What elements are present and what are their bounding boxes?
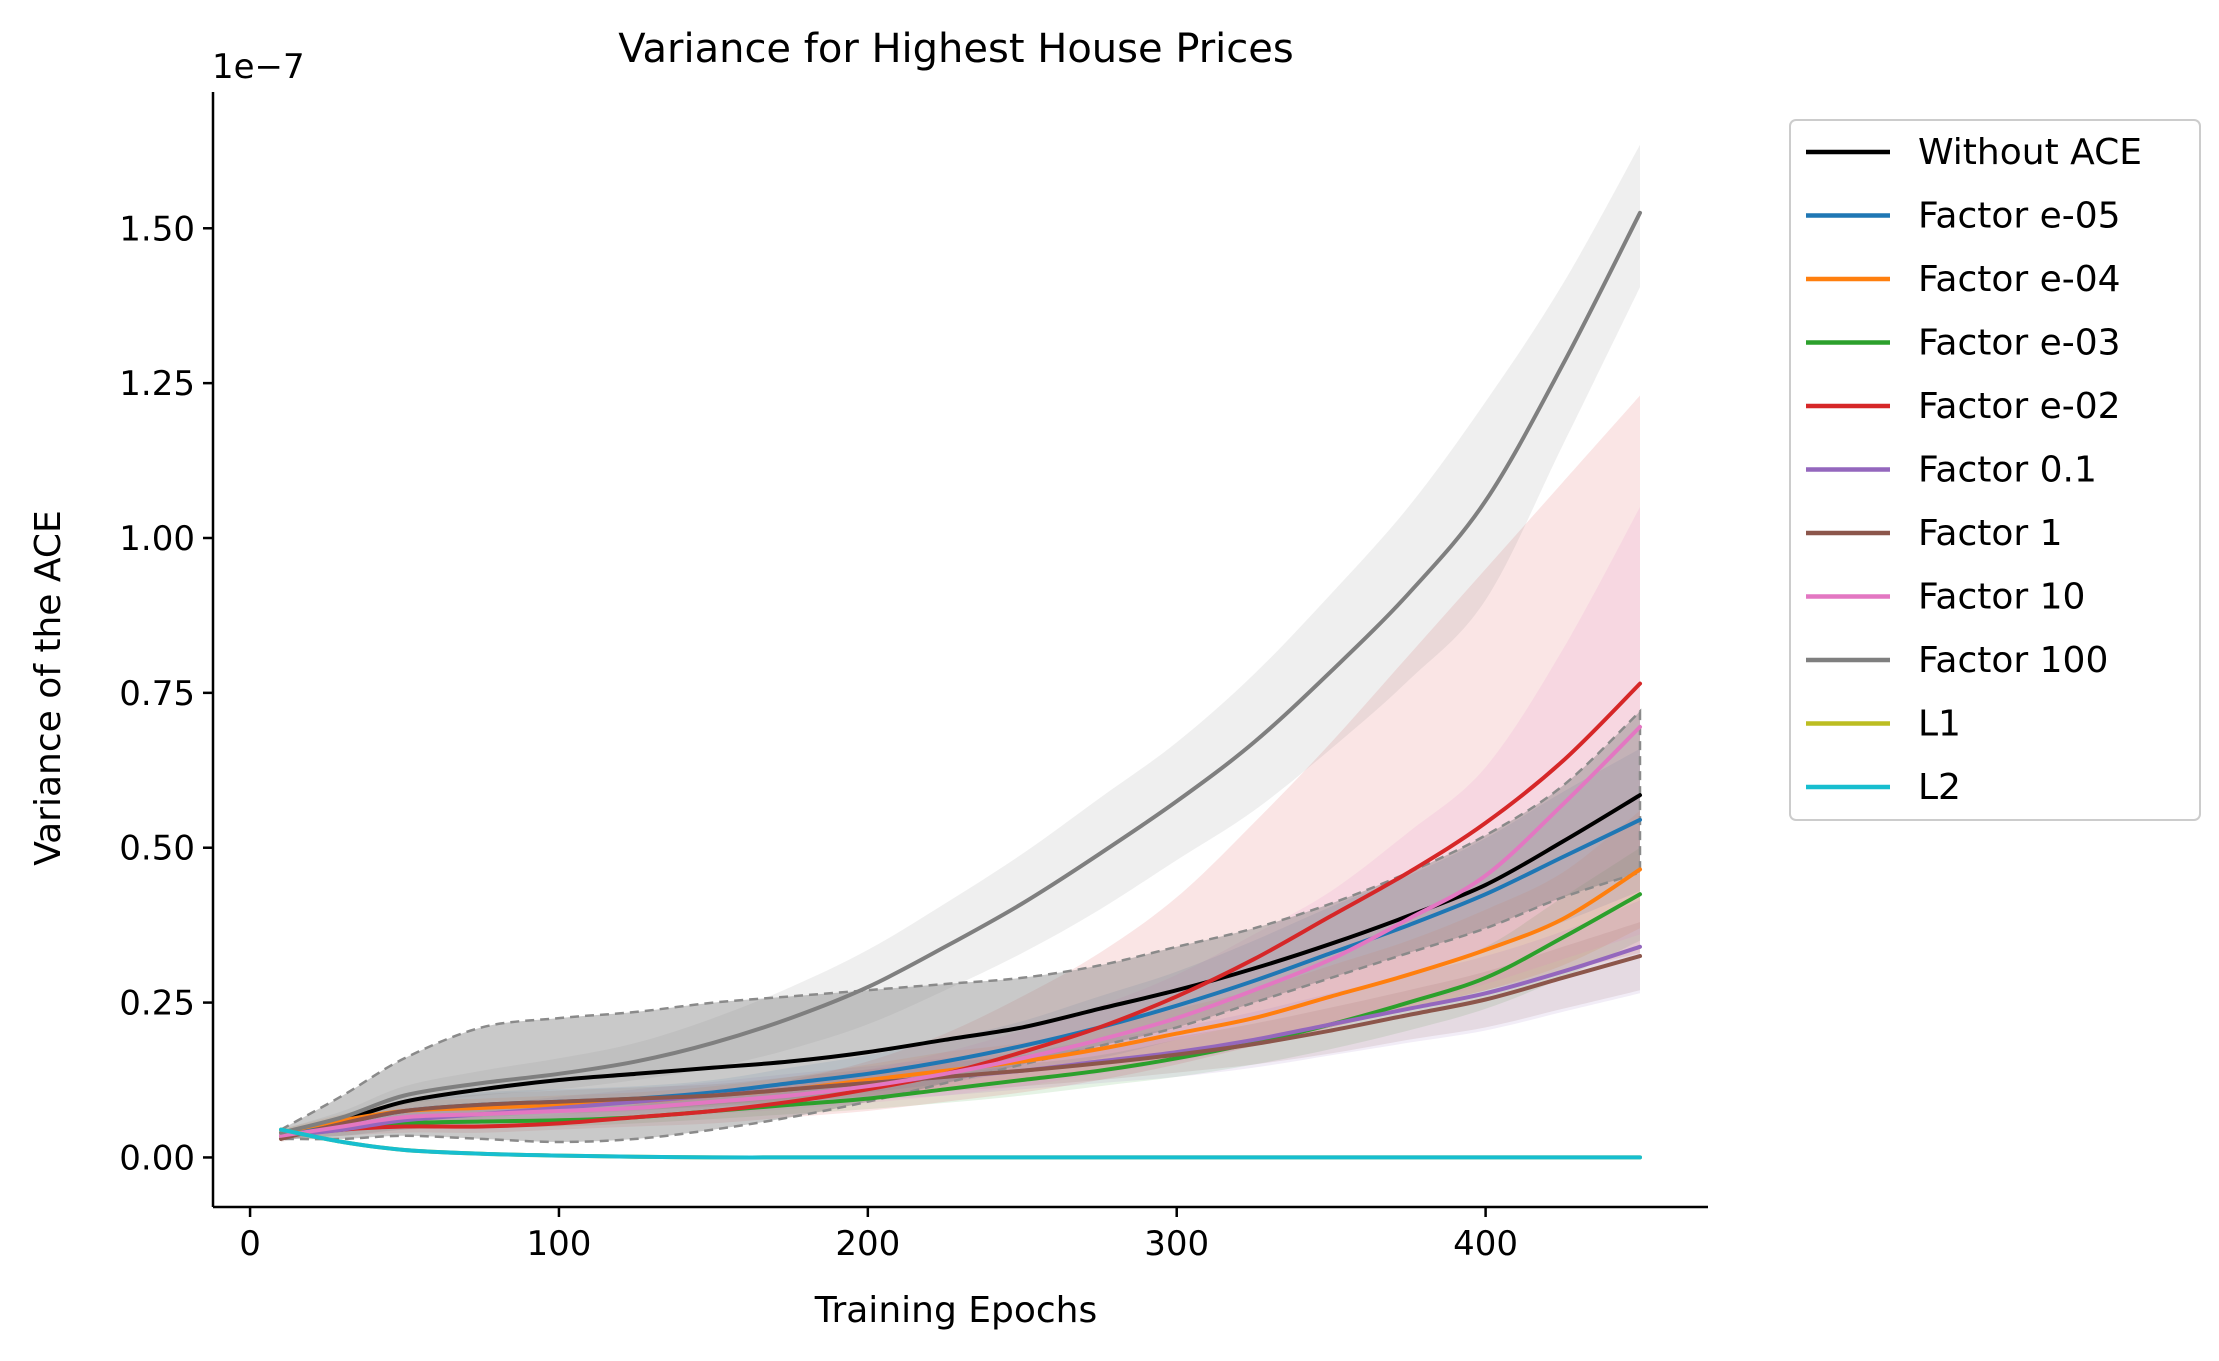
legend-label-factor-e-03: Factor e-03 [1918,323,2121,364]
legend-label-factor-1: Factor 1 [1918,513,2063,554]
y-tick-label: 0.00 [119,1138,195,1178]
legend-label-factor-e-05: Factor e-05 [1918,196,2121,237]
band-factor-10 [281,507,1640,1139]
y-tick-label: 1.50 [119,209,195,249]
legend-label-l2: L2 [1918,767,1961,808]
x-tick-label: 200 [835,1224,900,1264]
legend-label-factor-0-1: Factor 0.1 [1918,450,2097,491]
x-tick-label: 400 [1453,1224,1518,1264]
y-tick-label: 0.25 [119,984,195,1024]
legend-label-without-ace: Without ACE [1918,132,2142,173]
legend-items: Without ACE Factor e-05 Factor e-04 Factor … [1806,132,2142,808]
band-factor-1 [281,922,1640,1142]
line-factor-e-03 [279,892,1642,1138]
y-tick-label: 1.00 [119,519,195,559]
y-axis-label: Variance of the ACE [28,510,69,866]
legend-label-factor-100: Factor 100 [1918,640,2108,681]
legend-frame [1789,119,2201,821]
legend-label-factor-10: Factor 10 [1918,577,2085,618]
legend: Without ACE Factor e-05 Factor e-04 Factor … [1789,119,2201,821]
y-scale-label: 1e−7 [212,47,305,87]
x-axis-ticks: 0 100 200 300 400 [239,1207,1518,1264]
y-tick-label: 1.25 [119,364,195,404]
axes [211,92,1708,1209]
x-tick-label: 0 [239,1224,261,1264]
legend-label-factor-e-04: Factor e-04 [1918,259,2121,300]
legend-label-l1: L1 [1918,704,1961,745]
line-factor-100 [279,210,1642,1135]
x-tick-label: 100 [526,1224,591,1264]
series-lines [279,210,1642,1160]
band-without-ace [279,708,1642,1144]
chart-title: Variance for Highest House Prices [618,26,1294,72]
y-axis-ticks: 0.00 0.25 0.50 0.75 1.00 1.25 1.50 [119,209,213,1178]
confidence-bands [279,144,1642,1144]
line-factor-1 [279,954,1642,1141]
y-tick-label: 0.50 [119,829,195,869]
x-tick-label: 300 [1144,1224,1209,1264]
line-l2 [279,1127,1642,1160]
line-factor-e-02 [279,681,1642,1138]
x-axis-label: Training Epochs [814,1290,1097,1331]
y-tick-label: 0.75 [119,674,195,714]
legend-label-factor-e-02: Factor e-02 [1918,386,2121,427]
line-factor-10 [279,724,1642,1138]
